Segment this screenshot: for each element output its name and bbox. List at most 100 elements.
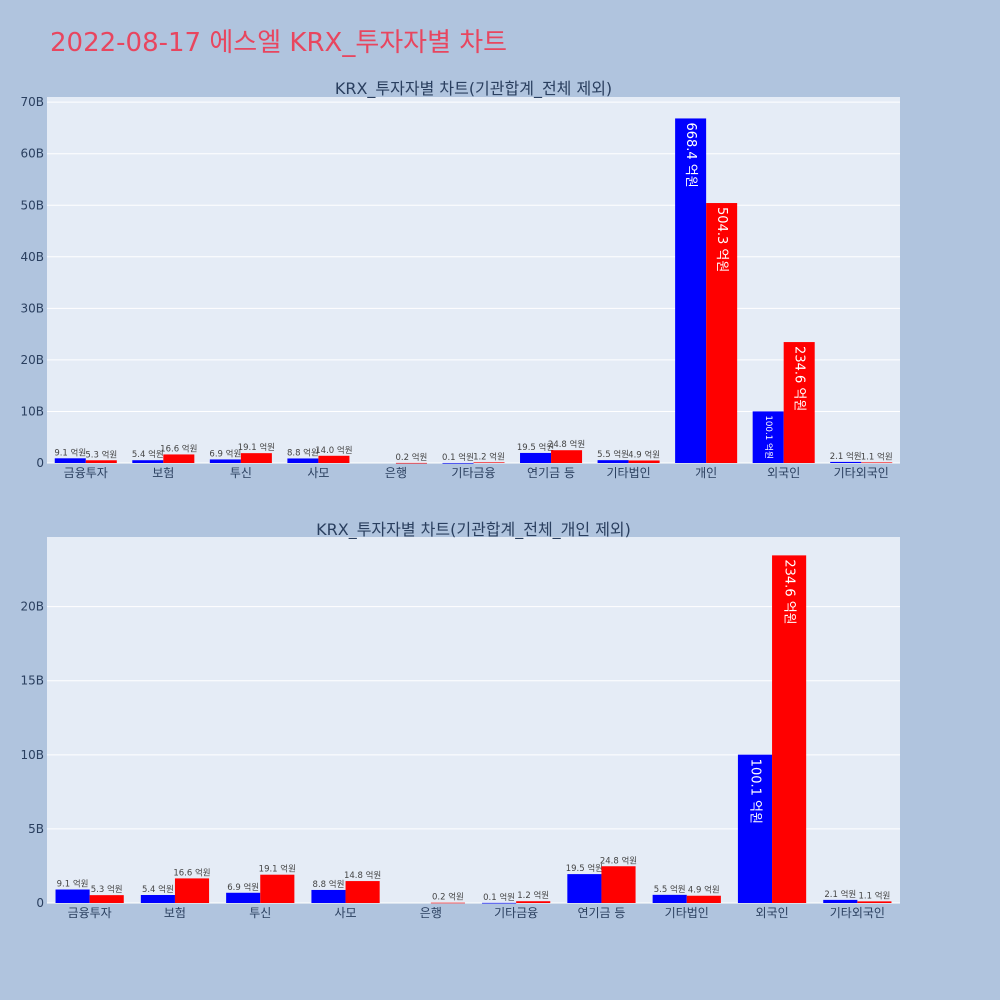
y-tick-label: 30B	[20, 301, 44, 315]
x-tick-label: 기타금융	[494, 906, 538, 920]
bar	[783, 342, 815, 463]
bar-data-label: 0.1 억원	[483, 892, 515, 903]
bar-data-label: 5.3 억원	[91, 884, 123, 895]
bar	[686, 895, 721, 903]
bar-data-label: 5.5 억원	[654, 884, 686, 895]
y-tick-label: 20B	[20, 353, 44, 367]
bar-data-label: 16.6 억원	[173, 867, 210, 878]
y-tick-label: 0	[36, 896, 44, 910]
bar-data-label: 19.1 억원	[238, 442, 275, 453]
page-title: 2022-08-17 에스엘 KRX_투자자별 차트	[50, 28, 508, 58]
x-tick-label: 연기금 등	[577, 906, 625, 920]
bar	[830, 461, 862, 463]
bar	[163, 454, 195, 463]
bar	[652, 894, 687, 903]
bar-data-label: 8.8 억원	[313, 879, 345, 890]
bar-data-label: 1.2 억원	[517, 890, 549, 901]
bar-data-label: 5.5 억원	[597, 449, 629, 460]
x-tick-label: 기타금융	[451, 466, 495, 480]
plot-area	[47, 97, 900, 463]
x-tick-label: 기타법인	[665, 906, 709, 920]
bar-data-label: 234.6 억원	[792, 346, 807, 411]
bar	[345, 881, 380, 903]
bar-data-label: 5.4 억원	[142, 884, 174, 895]
x-tick-label: 외국인	[755, 906, 788, 920]
bar-data-label: 2.1 억원	[830, 451, 862, 462]
y-tick-label: 5B	[28, 822, 44, 836]
x-tick-label: 사모	[335, 906, 357, 920]
bar-data-label: 8.8 억원	[287, 447, 319, 458]
bar	[482, 902, 517, 904]
bar	[861, 462, 893, 464]
x-tick-label: 투신	[249, 906, 271, 920]
bar-data-label: 19.5 억원	[566, 863, 603, 874]
bar	[628, 460, 660, 463]
bar-data-label: 19.5 억원	[517, 442, 554, 453]
bar-data-label: 4.9 억원	[688, 885, 720, 896]
bar-data-label: 0.2 억원	[396, 452, 428, 463]
bar-data-label: 668.4 억원	[683, 122, 698, 187]
bar-data-label: 100.1 억원	[763, 415, 775, 459]
bar-data-label: 2.1 억원	[824, 889, 856, 900]
chart-top: 0 10B 20B 30B 40B 50B 60B 70B KRX_투자자별 차트(기관합계_전…	[20, 79, 900, 480]
bar-data-label: 100.1 억원	[747, 759, 762, 824]
y-tick-label: 60B	[20, 147, 44, 161]
bar	[55, 889, 90, 903]
bar-data-label: 4.9 억원	[628, 449, 660, 460]
bar	[473, 462, 505, 463]
y-tick-label: 10B	[20, 404, 44, 418]
y-tick-label: 70B	[20, 95, 44, 109]
bar-data-label: 234.6 억원	[782, 559, 797, 624]
bar	[260, 874, 295, 903]
bar	[597, 460, 629, 463]
bar-data-label: 1.2 억원	[473, 451, 505, 462]
bar	[675, 118, 707, 463]
y-tick-label: 15B	[20, 674, 44, 688]
bar	[174, 878, 210, 903]
bar-data-label: 6.9 억원	[227, 882, 259, 893]
x-tick-label: 투신	[230, 466, 252, 480]
bar-data-label: 24.8 억원	[600, 855, 637, 866]
x-tick-label: 외국인	[767, 466, 800, 480]
bar	[209, 459, 241, 463]
bar-data-label: 19.1 억원	[259, 864, 296, 875]
bar	[311, 889, 346, 903]
bar	[442, 462, 474, 464]
bar-data-label: 0.1 억원	[442, 452, 474, 463]
bar	[823, 899, 858, 903]
bar	[89, 895, 124, 903]
bar-data-label: 1.1 억원	[861, 451, 893, 462]
bar	[551, 450, 583, 463]
x-tick-label: 금융투자	[68, 906, 112, 920]
chart-title: KRX_투자자별 차트(기관합계_전체_개인 제외)	[316, 520, 631, 540]
bar	[601, 866, 636, 903]
bar-data-label: 16.6 억원	[160, 443, 197, 454]
bar-data-label: 14.0 억원	[315, 445, 352, 456]
bar-data-label: 14.8 억원	[344, 870, 381, 881]
bar	[430, 902, 465, 904]
x-tick-label: 연기금 등	[527, 466, 575, 480]
x-tick-label: 은행	[420, 905, 442, 920]
bar	[395, 462, 427, 464]
bar	[706, 203, 738, 463]
bar	[737, 754, 773, 903]
bar-data-label: 504.3 억원	[714, 207, 729, 272]
x-tick-label: 금융투자	[64, 466, 108, 480]
x-tick-label: 은행	[385, 465, 407, 480]
bar-data-label: 0.2 억원	[432, 892, 464, 903]
bar	[520, 452, 552, 463]
x-tick-label: 보험	[152, 466, 174, 480]
y-tick-label: 50B	[20, 198, 44, 212]
bar-data-label: 5.4 억원	[132, 449, 164, 460]
bar	[287, 458, 319, 463]
bar	[857, 901, 892, 903]
bar-data-label: 1.1 억원	[858, 890, 890, 901]
bar	[567, 874, 602, 903]
x-tick-label: 사모	[307, 466, 329, 480]
y-tick-label: 40B	[20, 250, 44, 264]
bar	[752, 411, 784, 463]
x-tick-label: 기타법인	[607, 466, 651, 480]
bar	[140, 894, 175, 903]
x-tick-label: 개인	[695, 466, 717, 480]
